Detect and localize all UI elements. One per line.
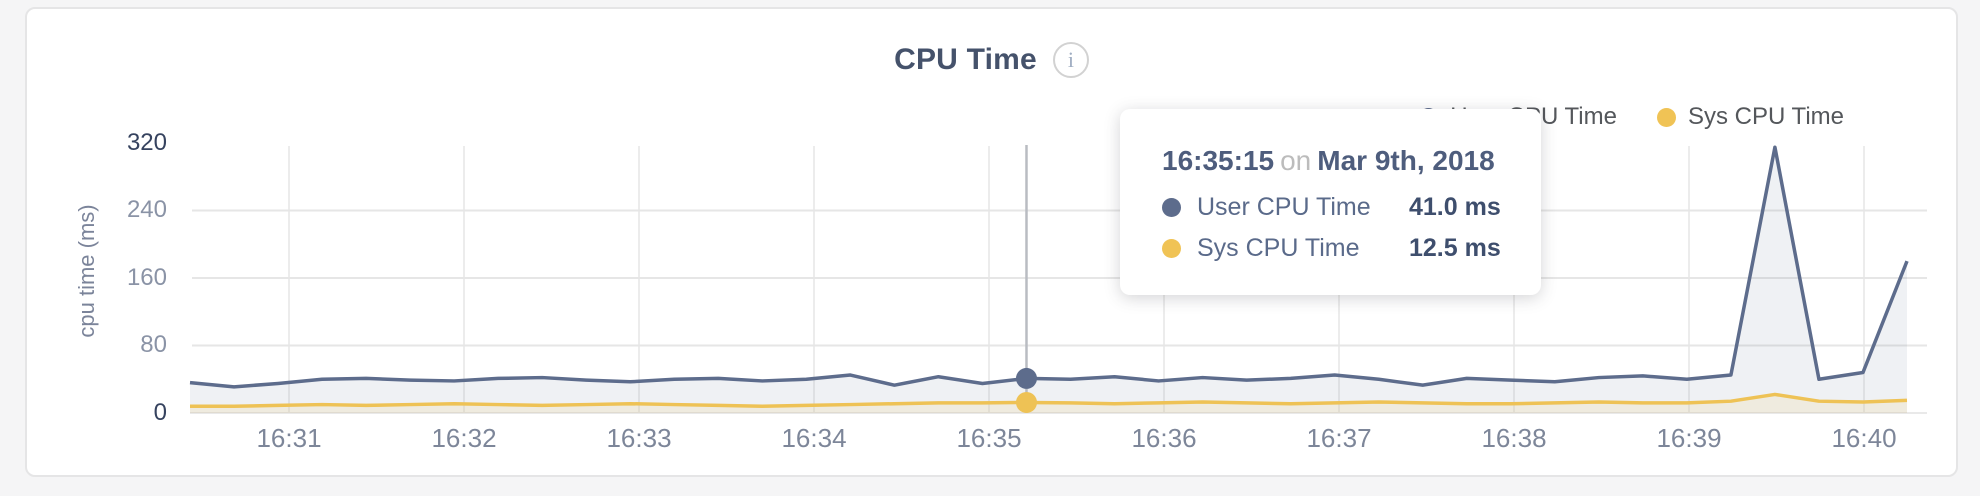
legend-label: Sys CPU Time: [1687, 103, 1844, 130]
x-tick-1637: 16:37: [1306, 423, 1372, 453]
hover-tooltip: 16:35:15 on Mar 9th, 2018 User CPU Time 41…: [1120, 109, 1541, 295]
tooltip-row-user: User CPU Time 41.0 ms: [1162, 193, 1541, 222]
tooltip-preposition: on: [1280, 145, 1312, 176]
x-tick-1633: 16:33: [606, 423, 672, 453]
info-icon[interactable]: i: [1052, 42, 1089, 78]
user-series-dot-icon: [1162, 198, 1181, 217]
tooltip-date: Mar 9th, 2018: [1317, 145, 1495, 176]
legend-item-sys-cpu-time[interactable]: Sys CPU Time: [1656, 103, 1844, 131]
tooltip-series-label: Sys CPU Time: [1197, 234, 1360, 262]
x-tick-1632: 16:32: [431, 423, 497, 453]
x-tick-1634: 16:34: [781, 423, 847, 453]
x-tick-1638: 16:38: [1481, 423, 1547, 453]
y-tick-320: 320: [126, 129, 167, 156]
y-tick-0: 0: [153, 399, 167, 426]
x-tick-1636: 16:36: [1131, 423, 1197, 453]
user-area-fill: [190, 147, 1907, 413]
y-tick-160: 160: [126, 264, 167, 291]
cpu-time-chart-card: CPU Time i User CPU Time Sys CPU Time cp…: [25, 7, 1958, 477]
tooltip-row-sys: Sys CPU Time 12.5 ms: [1162, 234, 1541, 263]
sys-cpu-line: [190, 392, 1908, 408]
x-tick-1635: 16:35: [956, 423, 1022, 453]
user-cpu-line: [189, 145, 1909, 389]
tooltip-time: 16:35:15: [1162, 145, 1275, 176]
hover-dot-user: [1015, 367, 1037, 389]
tooltip-header: 16:35:15 on Mar 9th, 2018: [1162, 145, 1541, 177]
x-tick-1640: 16:40: [1831, 423, 1897, 453]
tooltip-series-label: User CPU Time: [1197, 193, 1371, 221]
y-tick-80: 80: [140, 331, 167, 358]
tooltip-series-value: 41.0 ms: [1409, 193, 1501, 221]
y-tick-240: 240: [126, 196, 167, 223]
sys-series-dot-icon: [1656, 107, 1676, 127]
info-icon-glyph: i: [1067, 47, 1074, 72]
plot-area[interactable]: [27, 9, 1980, 496]
x-tick-1639: 16:39: [1656, 423, 1722, 453]
chart-title: CPU Time: [894, 43, 1037, 76]
hover-dot-sys: [1015, 391, 1037, 413]
x-tick-1631: 16:31: [256, 423, 322, 453]
chart-header: CPU Time i: [27, 37, 1956, 83]
sys-series-dot-icon: [1162, 239, 1181, 258]
tooltip-series-value: 12.5 ms: [1409, 234, 1501, 262]
